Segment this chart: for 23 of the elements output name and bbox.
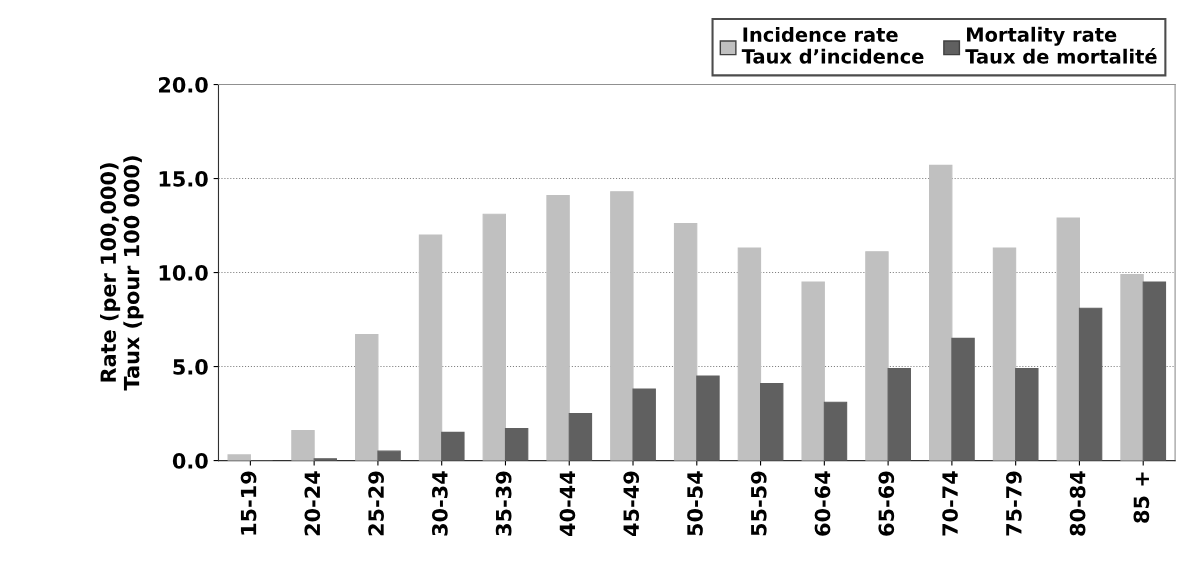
y-tick-label: 5.0 <box>173 359 208 375</box>
x-tick-label: 25-29 <box>368 471 384 536</box>
x-tick-label: 50-54 <box>687 471 703 536</box>
x-tick-label: 80-84 <box>1069 471 1086 536</box>
x-tick-label: 40-44 <box>559 471 576 536</box>
x-tick-label: 45-49 <box>623 471 640 536</box>
x-tick-label: 85 + <box>1133 472 1150 523</box>
y-tick-label: 0.0 <box>172 453 208 469</box>
x-tick-label: 75-79 <box>1005 471 1022 536</box>
legend-label: Incidence rate Taux d’incidence <box>741 26 924 64</box>
y-axis-title: Rate (per 100,000) Taux (pour 100 000) <box>100 156 144 391</box>
legend-label: Mortality rate Taux de mortalité <box>965 26 1157 64</box>
x-tick-label: 35-39 <box>495 471 512 536</box>
x-tick-label: 30-34 <box>431 471 448 536</box>
x-tick-label: 15-19 <box>240 471 257 535</box>
y-tick-label: 20.0 <box>159 76 208 93</box>
x-tick-label: 65-69 <box>878 471 895 536</box>
x-tick-label: 55-59 <box>750 471 767 536</box>
y-tick-label: 15.0 <box>159 171 208 187</box>
x-tick-label: 70-74 <box>942 471 958 536</box>
x-tick-label: 20-24 <box>304 471 321 536</box>
y-tick-label: 10.0 <box>159 265 208 281</box>
x-tick-label: 60-64 <box>814 471 831 536</box>
